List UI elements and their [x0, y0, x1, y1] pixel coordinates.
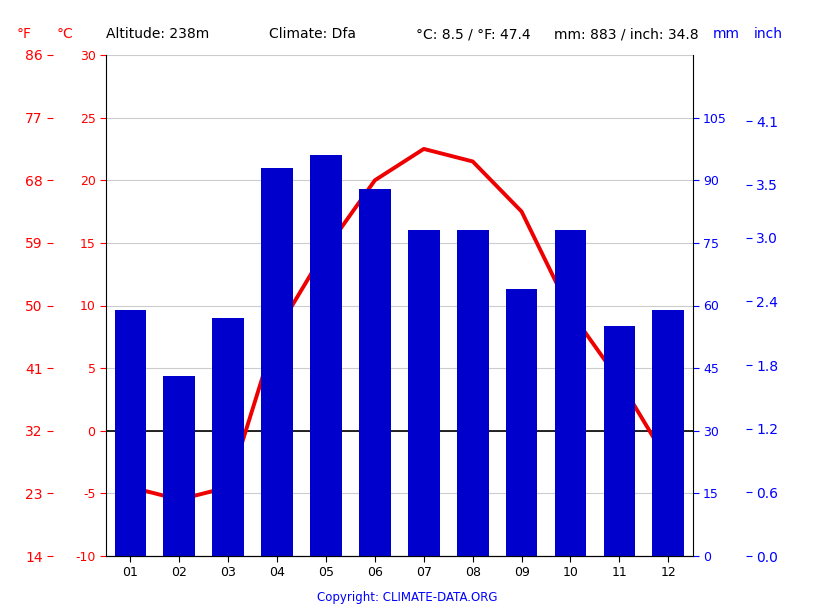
Bar [359, 189, 391, 556]
Text: °F: °F [16, 27, 31, 42]
Text: °C: 8.5 / °F: 47.4: °C: 8.5 / °F: 47.4 [416, 27, 531, 42]
Text: Altitude: 238m: Altitude: 238m [106, 27, 209, 42]
Text: Climate: Dfa: Climate: Dfa [269, 27, 356, 42]
Bar [603, 326, 636, 556]
Text: mm: 883 / inch: 34.8: mm: 883 / inch: 34.8 [554, 27, 698, 42]
Bar [456, 230, 488, 556]
Text: Copyright: CLIMATE-DATA.ORG: Copyright: CLIMATE-DATA.ORG [317, 591, 498, 604]
Bar [652, 310, 684, 556]
Bar [261, 167, 293, 556]
Text: inch: inch [754, 27, 783, 42]
Bar [408, 230, 440, 556]
Bar [114, 310, 147, 556]
Text: °C: °C [57, 27, 74, 42]
Bar [310, 155, 342, 556]
Bar [554, 230, 586, 556]
Bar [163, 376, 196, 556]
Bar [505, 289, 538, 556]
Text: mm: mm [713, 27, 740, 42]
Bar [212, 318, 244, 556]
